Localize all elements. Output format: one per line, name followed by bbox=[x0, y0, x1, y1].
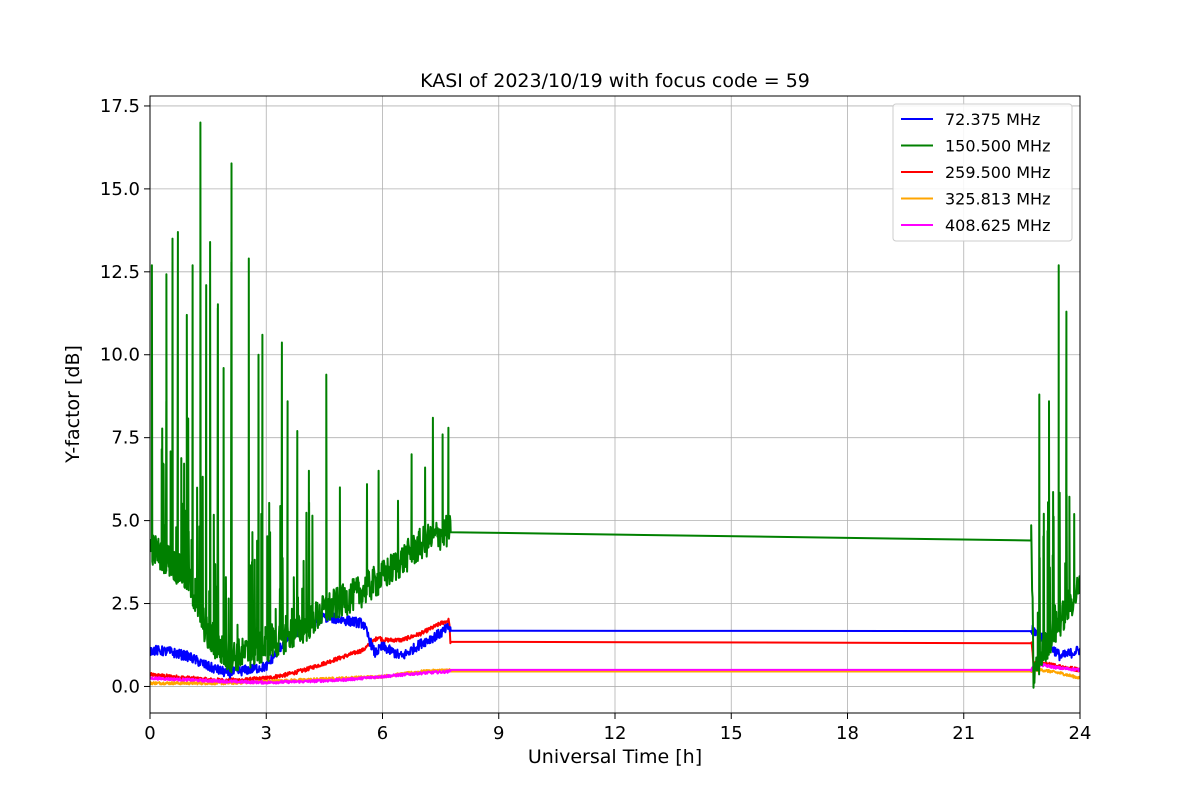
x-tick-label: 3 bbox=[261, 723, 272, 744]
y-tick-label: 2.5 bbox=[111, 594, 140, 615]
legend-label: 150.500 MHz bbox=[945, 137, 1050, 156]
y-tick-label: 15.0 bbox=[100, 179, 140, 200]
series-layer bbox=[150, 121, 1080, 689]
legend: 72.375 MHz 150.500 MHz 259.500 MHz 325.8… bbox=[892, 103, 1073, 242]
x-tick-label: 21 bbox=[952, 723, 975, 744]
x-tick-label: 9 bbox=[493, 723, 504, 744]
y-tick-label: 7.5 bbox=[111, 428, 140, 449]
x-tick-label: 15 bbox=[720, 723, 743, 744]
x-tick-label: 6 bbox=[377, 723, 388, 744]
series-line bbox=[150, 121, 1080, 689]
legend-label: 408.625 MHz bbox=[945, 216, 1050, 235]
ticks: 0 3 6 9 12 15 18 21 24 0.0 2.5 5.0 7.5 10.0 12.5 15.0 17… bbox=[100, 96, 1092, 744]
legend-label: 325.813 MHz bbox=[945, 190, 1050, 209]
x-tick-label: 0 bbox=[144, 723, 155, 744]
chart-title: KASI of 2023/10/19 with focus code = 59 bbox=[420, 70, 810, 92]
y-tick-label: 10.0 bbox=[100, 345, 140, 366]
legend-label: 72.375 MHz bbox=[945, 110, 1040, 129]
series-line bbox=[150, 662, 1080, 685]
y-tick-label: 5.0 bbox=[111, 511, 140, 532]
x-tick-label: 12 bbox=[604, 723, 627, 744]
legend-label: 259.500 MHz bbox=[945, 163, 1050, 182]
y-tick-label: 17.5 bbox=[100, 96, 140, 117]
y-tick-label: 12.5 bbox=[100, 262, 140, 283]
legend-box bbox=[892, 103, 1073, 242]
x-tick-label: 18 bbox=[836, 723, 859, 744]
y-axis-label: Y-factor [dB] bbox=[62, 345, 84, 464]
x-tick-label: 24 bbox=[1069, 723, 1092, 744]
x-axis-label: Universal Time [h] bbox=[528, 746, 702, 768]
y-tick-label: 0.0 bbox=[111, 676, 140, 697]
